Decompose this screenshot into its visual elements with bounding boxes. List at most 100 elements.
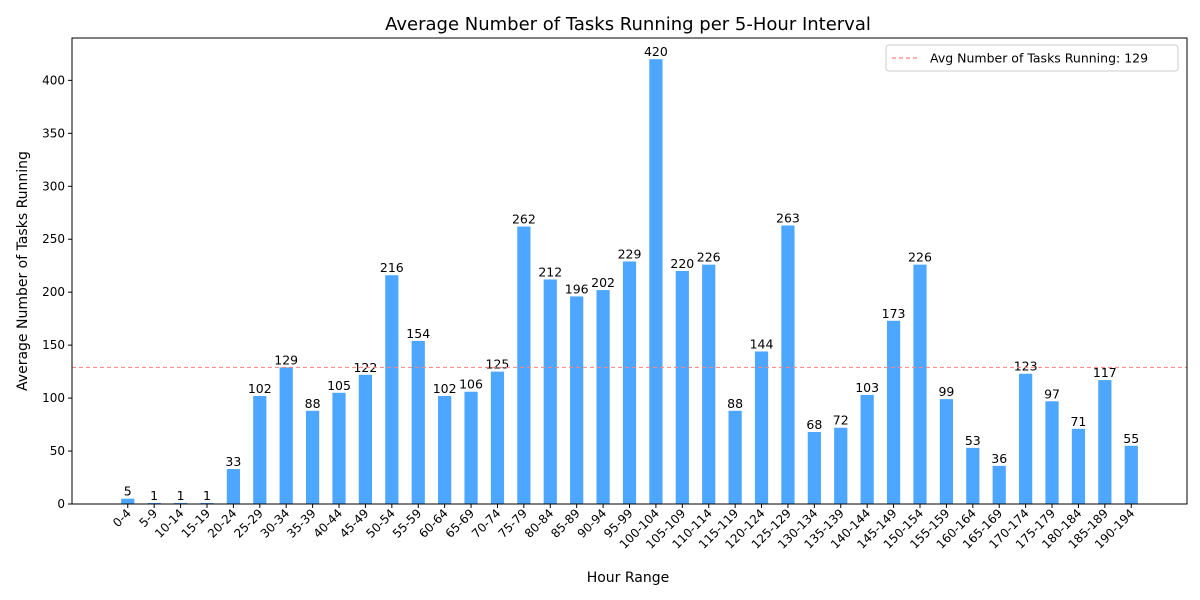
data-label-35-39: 88 (305, 396, 321, 411)
data-label-55-59: 154 (406, 326, 430, 341)
bar-45-49 (358, 374, 373, 504)
bar-75-79 (517, 226, 531, 504)
x-tick-label-70-74: 70-74 (469, 506, 504, 541)
bar-0-4 (121, 498, 135, 504)
x-tick-label-0-4: 0-4 (110, 506, 134, 530)
data-label-130-134: 68 (806, 417, 822, 432)
data-label-90-94: 202 (591, 275, 615, 290)
bar-140-144 (860, 394, 874, 504)
bar-25-29 (253, 395, 267, 504)
legend-entry-label: Avg Number of Tasks Running: 129 (930, 51, 1148, 66)
data-label-20-24: 33 (225, 454, 241, 469)
data-label-185-189: 117 (1093, 365, 1117, 380)
bar-160-164 (966, 447, 980, 504)
y-tick-label-350: 350 (42, 126, 65, 140)
y-tick-label-100: 100 (42, 391, 65, 405)
x-tick-label-15-19: 15-19 (179, 506, 214, 541)
bar-10-14 (173, 502, 188, 504)
y-tick-label-150: 150 (42, 338, 65, 352)
data-label-100-104: 420 (644, 44, 668, 59)
y-tick-label-50: 50 (50, 444, 65, 458)
data-label-50-54: 216 (380, 260, 404, 275)
data-label-160-164: 53 (965, 433, 981, 448)
y-tick-label-0: 0 (57, 497, 65, 511)
data-label-190-194: 55 (1123, 431, 1139, 446)
bar-35-39 (306, 410, 320, 504)
data-label-45-49: 122 (353, 360, 377, 375)
data-label-180-184: 71 (1070, 414, 1086, 429)
bar-120-124 (754, 351, 769, 504)
data-label-0-4: 5 (124, 484, 132, 499)
bar-20-24 (226, 469, 240, 504)
bar-135-139 (834, 427, 848, 504)
data-label-135-139: 72 (833, 413, 849, 428)
data-label-125-129: 263 (776, 210, 800, 225)
data-label-140-144: 103 (855, 380, 879, 395)
data-label-170-174: 123 (1014, 359, 1038, 374)
data-label-30-34: 129 (274, 352, 298, 367)
x-tick-label-65-69: 65-69 (443, 506, 478, 541)
x-tick-label-90-94: 90-94 (575, 506, 610, 541)
data-label-80-84: 212 (538, 264, 562, 279)
x-tick-label-40-44: 40-44 (311, 506, 346, 541)
bar-110-114 (702, 264, 716, 504)
bar-155-159 (939, 399, 953, 504)
bar-185-189 (1098, 380, 1112, 504)
bar-60-64 (438, 395, 452, 504)
x-tick-label-30-34: 30-34 (258, 506, 293, 541)
legend-frame (885, 44, 1179, 72)
y-tick-label-400: 400 (42, 73, 65, 87)
data-label-25-29: 102 (248, 381, 272, 396)
data-label-15-19: 1 (203, 488, 211, 503)
bar-95-99 (622, 261, 637, 504)
bar-100-104 (649, 59, 663, 504)
data-label-40-44: 105 (327, 378, 351, 393)
bar-80-84 (543, 279, 557, 504)
x-tick-label-45-49: 45-49 (337, 506, 372, 541)
bar-55-59 (411, 340, 425, 504)
bar-175-179 (1045, 401, 1059, 504)
data-label-75-79: 262 (512, 212, 536, 227)
legend: Avg Number of Tasks Running: 129 (885, 44, 1179, 72)
bar-50-54 (385, 275, 399, 504)
x-tick-label-25-29: 25-29 (231, 506, 266, 541)
bar-85-89 (570, 296, 584, 504)
bar-125-129 (781, 225, 795, 504)
y-axis-label: Average Number of Tasks Running (15, 151, 31, 391)
x-tick-label-55-59: 55-59 (390, 506, 425, 541)
x-tick-label-10-14: 10-14 (152, 506, 187, 541)
x-tick-label-80-84: 80-84 (522, 506, 557, 541)
data-label-115-119: 88 (727, 396, 743, 411)
bar-190-194 (1124, 445, 1138, 504)
bar-115-119 (728, 410, 742, 504)
data-label-65-69: 106 (459, 377, 483, 392)
data-label-120-124: 144 (750, 336, 774, 351)
data-label-85-89: 196 (565, 281, 589, 296)
data-label-175-179: 97 (1044, 386, 1060, 401)
data-label-5-9: 1 (150, 488, 158, 503)
x-tick-label-60-64: 60-64 (416, 506, 451, 541)
data-label-150-154: 226 (908, 250, 932, 265)
bar-165-169 (992, 465, 1006, 504)
x-tick-label-35-39: 35-39 (284, 506, 319, 541)
bar-5-9 (147, 502, 161, 504)
x-tick-label-20-24: 20-24 (205, 506, 240, 541)
y-tick-label-250: 250 (42, 232, 65, 246)
bar-70-74 (490, 371, 505, 504)
bar-40-44 (332, 392, 346, 504)
bar-90-94 (596, 290, 610, 504)
bar-150-154 (913, 264, 927, 504)
bar-65-69 (464, 391, 478, 504)
data-label-165-169: 36 (991, 451, 1007, 466)
bar-15-19 (200, 502, 214, 504)
data-label-110-114: 226 (697, 250, 721, 265)
data-label-105-109: 220 (670, 256, 694, 271)
bar-180-184 (1071, 428, 1086, 504)
bar-170-174 (1019, 373, 1033, 504)
y-tick-label-300: 300 (42, 179, 65, 193)
x-tick-label-75-79: 75-79 (495, 506, 530, 541)
x-axis-label: Hour Range (587, 570, 670, 586)
x-tick-label-50-54: 50-54 (363, 506, 398, 541)
